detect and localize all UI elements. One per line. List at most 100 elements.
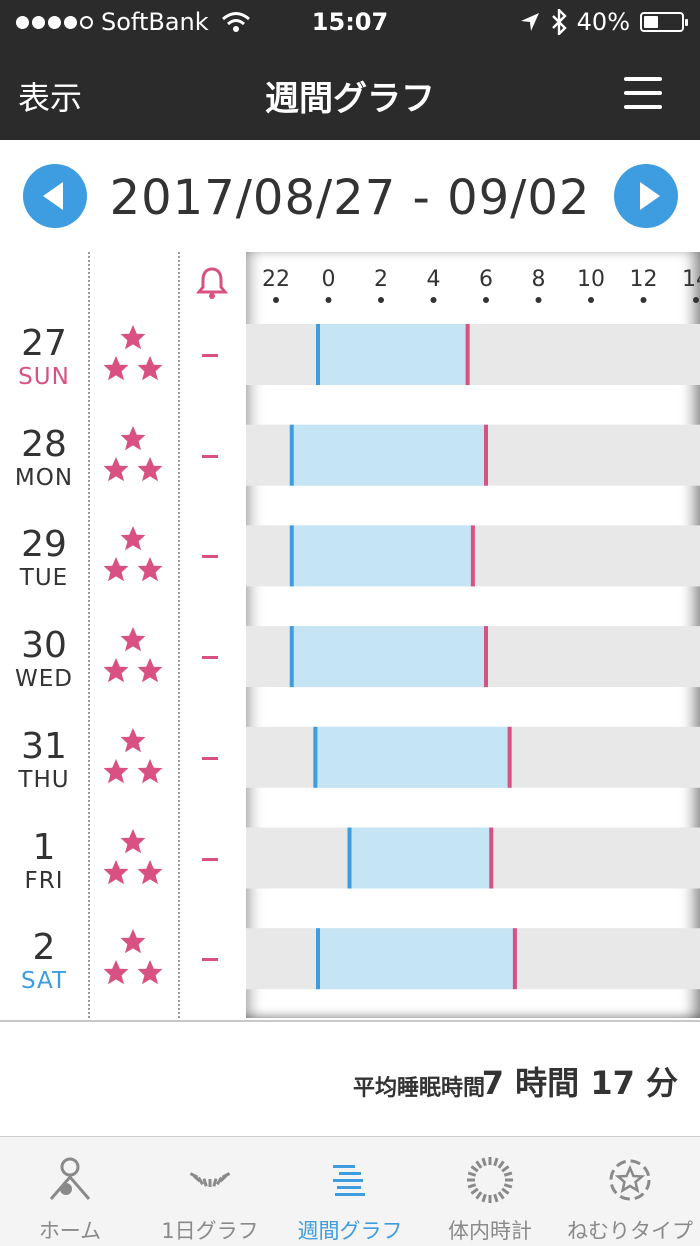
tab-label: 週間グラフ xyxy=(297,1219,403,1243)
average-sleep-summary: 平均睡眠時間 7 時間 17 分 xyxy=(0,1022,700,1136)
star-icon xyxy=(120,929,146,954)
weekly-sleep-table: 2202468101214 27SUN28MON29TUE30WED31THU1… xyxy=(0,252,700,1022)
alarm-none-dash xyxy=(202,656,218,660)
day-number: 27 xyxy=(21,323,67,364)
weekday-label: TUE xyxy=(19,565,69,592)
tab-daily-graph[interactable]: 1日グラフ xyxy=(140,1137,280,1246)
week-selector: 2017/08/27 - 09/02 xyxy=(0,140,700,252)
day-label[interactable]: 30 WED xyxy=(0,626,88,693)
status-bar: SoftBank 15:07 40% xyxy=(0,0,700,48)
day-number: 29 xyxy=(21,524,67,566)
star-icon xyxy=(137,758,163,783)
day-label[interactable]: 1 FRI xyxy=(0,826,88,894)
tab-sleep-type[interactable]: ねむりタイプ xyxy=(560,1137,700,1246)
sleep-rating-stars xyxy=(103,627,163,683)
sleep-rating-stars xyxy=(103,727,163,783)
display-button[interactable]: 表示 xyxy=(18,79,83,117)
alarm-none-dash xyxy=(202,958,218,962)
sleep-rating-stars xyxy=(103,325,163,381)
average-sleep-value: 7 時間 17 分 xyxy=(481,1064,678,1102)
star-icon xyxy=(137,960,163,985)
bell-icon xyxy=(195,267,229,299)
star-icon xyxy=(103,658,129,683)
nav-bar: 表示 週間グラフ xyxy=(0,55,700,135)
battery-icon xyxy=(640,12,688,32)
hour-tick-dot xyxy=(693,297,699,303)
left-arrow-icon[interactable] xyxy=(23,164,87,228)
hour-tick-dot xyxy=(430,297,437,303)
top-bar: SoftBank 15:07 40% 表示 週間グラフ xyxy=(0,0,700,140)
weekly-graph-icon xyxy=(333,1165,365,1196)
weekday-label: FRI xyxy=(24,867,64,894)
hour-tick-label: 4 xyxy=(427,267,441,292)
hamburger-menu-icon[interactable] xyxy=(624,77,662,109)
sleep-bar xyxy=(318,928,515,990)
alarm-none-dash xyxy=(202,857,218,861)
carrier-group: SoftBank xyxy=(16,8,251,36)
signal-icon xyxy=(16,15,93,29)
bedtime-marker xyxy=(316,928,320,990)
wake-marker xyxy=(470,525,475,587)
wake-marker xyxy=(484,626,488,688)
sleep-rating-stars xyxy=(103,526,163,582)
hour-tick-dot xyxy=(640,297,647,303)
tab-body-clock[interactable]: 体内時計 xyxy=(420,1137,560,1246)
star-icon xyxy=(103,456,129,481)
day-number: 1 xyxy=(32,826,56,868)
bedtime-marker xyxy=(347,827,352,889)
hour-tick-label: 14 xyxy=(682,267,700,292)
sleep-bar xyxy=(318,324,468,385)
hour-tick-label: 8 xyxy=(532,267,546,292)
day-label[interactable]: 29 TUE xyxy=(0,524,88,592)
day-number: 2 xyxy=(32,927,56,969)
hour-tick-dot xyxy=(378,297,384,303)
bedtime-marker xyxy=(289,626,294,688)
status-time: 15:07 xyxy=(311,8,389,36)
weekday-label: WED xyxy=(15,666,73,693)
hour-tick-label: 2 xyxy=(374,267,388,292)
star-icon xyxy=(120,526,146,551)
day-label[interactable]: 28 MON xyxy=(0,424,88,491)
wake-marker xyxy=(489,827,494,889)
sleep-chart-svg: 22 0 2 4 6 8 10 12 14 xyxy=(246,267,700,990)
hour-tick-dot xyxy=(325,297,332,303)
bedtime-marker xyxy=(316,324,320,385)
day-label[interactable]: 27 SUN xyxy=(0,323,88,391)
sleep-type-icon xyxy=(609,1159,651,1201)
status-right: 40% xyxy=(519,8,688,36)
average-sleep-label: 平均睡眠時間 xyxy=(352,1076,485,1101)
wake-marker xyxy=(512,928,517,990)
tab-label: 1日グラフ xyxy=(161,1219,259,1243)
star-icon xyxy=(120,425,146,450)
tab-home-person[interactable]: ホーム xyxy=(0,1137,140,1246)
star-icon xyxy=(137,356,163,381)
star-icon xyxy=(103,758,129,783)
tab-label: ねむりタイプ xyxy=(567,1219,693,1243)
hour-tick-dot xyxy=(588,297,594,303)
week-range: 2017/08/27 - 09/02 xyxy=(109,170,591,226)
hour-tick-label: 22 xyxy=(262,267,290,292)
star-icon xyxy=(137,658,163,683)
sleep-rating-stars xyxy=(103,929,163,985)
weekday-label: SAT xyxy=(20,968,68,995)
hour-tick-dot xyxy=(483,297,489,303)
day-number: 31 xyxy=(21,725,67,767)
sleep-bar xyxy=(291,626,486,688)
sleep-rating-stars xyxy=(103,425,163,481)
day-label[interactable]: 31 THU xyxy=(0,725,88,793)
day-label[interactable]: 2 SAT xyxy=(0,927,88,995)
alarm-none-dash xyxy=(202,555,218,559)
sleep-bar xyxy=(291,525,473,587)
hour-tick-label: 0 xyxy=(322,267,336,292)
right-arrow-icon[interactable] xyxy=(614,164,678,228)
location-arrow-icon xyxy=(520,13,539,31)
star-icon xyxy=(103,960,129,985)
star-icon xyxy=(103,356,129,381)
sleep-chart[interactable]: 22 0 2 4 6 8 10 12 14 xyxy=(246,252,700,1018)
weekday-label: THU xyxy=(18,766,70,793)
tab-weekly-graph[interactable]: 週間グラフ xyxy=(280,1137,420,1246)
star-icon xyxy=(137,456,163,481)
wake-marker xyxy=(484,424,488,486)
wifi-icon xyxy=(221,12,250,32)
bluetooth-icon xyxy=(551,9,567,35)
